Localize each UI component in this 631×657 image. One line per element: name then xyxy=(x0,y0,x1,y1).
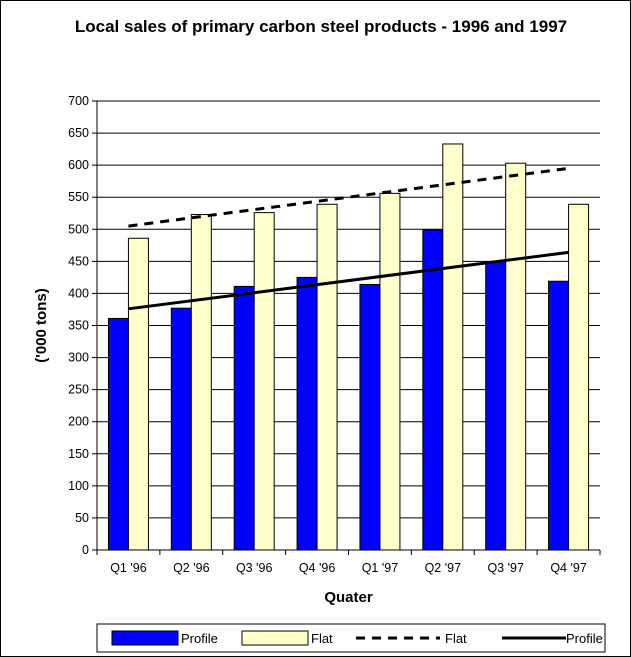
y-tick-label: 50 xyxy=(75,511,89,525)
bar-flat xyxy=(253,212,275,551)
y-tick-label: 550 xyxy=(68,190,89,204)
x-tick-label: Q4 '96 xyxy=(299,561,335,575)
y-tick-label: 450 xyxy=(68,254,89,268)
legend-label-profile-trend: Profile xyxy=(566,631,603,646)
y-tick-label: 650 xyxy=(68,126,89,140)
x-tick-label: Q3 '97 xyxy=(487,561,523,575)
bar-flat xyxy=(505,162,527,551)
y-tick-label: 100 xyxy=(68,479,89,493)
legend-label-profile-bar: Profile xyxy=(181,631,218,646)
y-tick-label: 600 xyxy=(68,158,89,172)
y-tick-label: 0 xyxy=(82,543,89,557)
chart-title: Local sales of primary carbon steel prod… xyxy=(74,17,568,36)
bar-profile xyxy=(485,261,507,551)
trendline-flat xyxy=(128,166,569,228)
x-tick-label: Q1 '96 xyxy=(110,561,146,575)
bar-flat xyxy=(442,143,464,551)
y-tick-label: 350 xyxy=(68,319,89,333)
y-tick-label: 700 xyxy=(68,94,89,108)
bar-profile xyxy=(107,317,129,551)
x-tick-label: Q2 '96 xyxy=(173,561,209,575)
legend-swatch-flat-bar xyxy=(241,630,309,646)
y-tick-label: 200 xyxy=(68,415,89,429)
legend-swatch-profile-bar xyxy=(111,630,179,646)
trendline-profile xyxy=(128,250,569,311)
bar-profile xyxy=(422,229,444,551)
y-tick-label: 250 xyxy=(68,383,89,397)
bar-flat xyxy=(379,192,401,551)
bar-flat xyxy=(190,214,212,551)
bar-profile xyxy=(233,285,255,551)
bar-flat xyxy=(316,203,338,551)
y-tick-label: 150 xyxy=(68,447,89,461)
bar-profile xyxy=(548,280,570,551)
bar-profile xyxy=(170,307,192,551)
y-tick-label: 300 xyxy=(68,351,89,365)
x-tick-label: Q3 '96 xyxy=(236,561,272,575)
x-axis-title: Quater xyxy=(324,589,373,606)
bar-flat xyxy=(127,237,149,551)
legend-label-flat-trend: Flat xyxy=(445,631,467,646)
legend-label-flat-bar: Flat xyxy=(311,631,333,646)
bar-flat xyxy=(568,203,590,551)
y-tick-label: 400 xyxy=(68,286,89,300)
y-axis-title: ('000 tons) xyxy=(33,288,50,362)
x-tick-label: Q2 '97 xyxy=(425,561,461,575)
y-tick-label: 500 xyxy=(68,222,89,236)
bar-profile xyxy=(359,283,381,551)
x-tick-label: Q1 '97 xyxy=(362,561,398,575)
bar-profile xyxy=(296,276,318,551)
x-tick-label: Q4 '97 xyxy=(550,561,586,575)
